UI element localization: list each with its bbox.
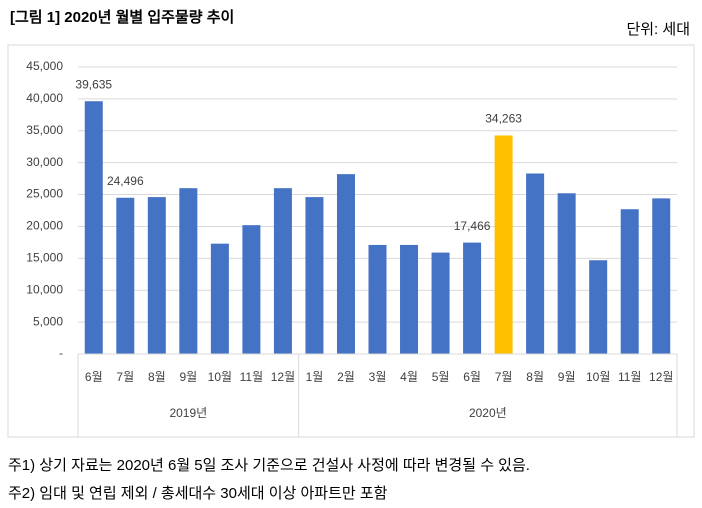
group-label: 2020년 xyxy=(469,406,507,420)
bar xyxy=(431,252,450,354)
x-tick-label: 11월 xyxy=(240,370,264,384)
y-tick-label: 40,000 xyxy=(26,91,63,105)
group-label: 2019년 xyxy=(169,406,207,420)
note: 주1) 상기 자료는 2020년 6월 5일 조사 기준으로 건설사 사정에 따… xyxy=(8,457,530,474)
bar xyxy=(526,173,545,354)
x-tick-label: 2월 xyxy=(337,370,355,384)
bar xyxy=(336,174,355,354)
bar xyxy=(273,188,292,354)
bar xyxy=(368,244,387,354)
x-tick-label: 8월 xyxy=(148,370,166,384)
bar xyxy=(400,244,419,354)
y-tick-label: 10,000 xyxy=(26,282,63,296)
bar xyxy=(652,198,671,354)
x-tick-label: 7월 xyxy=(495,370,513,384)
x-tick-label: 12월 xyxy=(271,370,295,384)
bar xyxy=(147,197,166,354)
x-tick-label: 8월 xyxy=(526,370,544,384)
value-label: 17,466 xyxy=(454,219,491,233)
y-tick-label: 25,000 xyxy=(26,187,63,201)
bar xyxy=(620,209,639,354)
x-tick-label: 11월 xyxy=(618,370,642,384)
bar xyxy=(494,135,513,354)
y-tick-label: 35,000 xyxy=(26,123,63,137)
bar xyxy=(589,260,608,354)
bar xyxy=(210,243,229,354)
chart-title: [그림 1] 2020년 월별 입주물량 추이 xyxy=(10,8,234,26)
y-tick-label: 15,000 xyxy=(26,251,63,265)
bar xyxy=(179,188,198,354)
x-tick-label: 6월 xyxy=(85,370,103,384)
x-tick-label: 5월 xyxy=(432,370,450,384)
x-tick-label: 9월 xyxy=(179,370,197,384)
y-tick-label: 20,000 xyxy=(26,219,63,233)
bar xyxy=(84,101,103,355)
x-tick-label: 6월 xyxy=(463,370,481,384)
unit-label: 단위: 세대 xyxy=(626,21,690,38)
y-tick-label: 45,000 xyxy=(26,59,63,73)
note: 주2) 임대 및 연립 제외 / 총세대수 30세대 이상 아파트만 포함 xyxy=(8,485,388,502)
x-tick-label: 10월 xyxy=(208,370,232,384)
x-tick-label: 1월 xyxy=(306,370,324,384)
bar xyxy=(242,225,261,354)
chart-frame xyxy=(7,44,695,438)
bar xyxy=(557,193,576,354)
bar xyxy=(305,197,324,354)
x-tick-label: 12월 xyxy=(649,370,673,384)
y-tick-label: - xyxy=(59,346,63,360)
x-tick-label: 7월 xyxy=(116,370,134,384)
x-tick-label: 9월 xyxy=(558,370,576,384)
value-label: 24,496 xyxy=(107,174,144,188)
x-tick-label: 10월 xyxy=(586,370,610,384)
bar xyxy=(463,242,482,354)
y-tick-label: 5,000 xyxy=(33,314,63,328)
x-tick-label: 4월 xyxy=(400,370,418,384)
x-tick-label: 3월 xyxy=(369,370,387,384)
value-label: 39,635 xyxy=(75,77,112,91)
bar xyxy=(116,197,135,354)
y-tick-label: 30,000 xyxy=(26,155,63,169)
value-label: 34,263 xyxy=(485,112,522,126)
